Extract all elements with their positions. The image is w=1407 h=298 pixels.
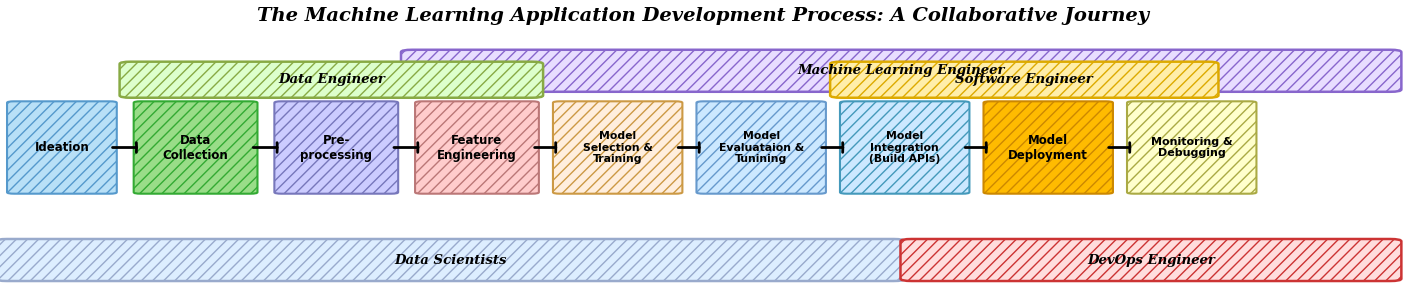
FancyBboxPatch shape <box>415 101 539 194</box>
Text: Model
Integration
(Build APIs): Model Integration (Build APIs) <box>870 131 940 164</box>
Text: Pre-
processing: Pre- processing <box>300 134 373 162</box>
Text: Data Engineer: Data Engineer <box>279 73 384 86</box>
FancyBboxPatch shape <box>696 101 826 194</box>
Text: Model
Deployment: Model Deployment <box>1009 134 1088 162</box>
FancyBboxPatch shape <box>274 101 398 194</box>
FancyBboxPatch shape <box>120 62 543 98</box>
Text: Data
Collection: Data Collection <box>163 134 228 162</box>
Text: DevOps Engineer: DevOps Engineer <box>1088 254 1214 266</box>
FancyBboxPatch shape <box>900 239 1401 281</box>
Text: Model
Selection &
Training: Model Selection & Training <box>582 131 653 164</box>
FancyBboxPatch shape <box>0 239 905 281</box>
Text: Feature
Engineering: Feature Engineering <box>438 134 516 162</box>
FancyBboxPatch shape <box>7 101 117 194</box>
Text: The Machine Learning Application Development Process: A Collaborative Journey: The Machine Learning Application Develop… <box>257 7 1150 25</box>
FancyBboxPatch shape <box>134 101 257 194</box>
Text: Software Engineer: Software Engineer <box>955 73 1093 86</box>
Text: Data Scientists: Data Scientists <box>394 254 507 266</box>
FancyBboxPatch shape <box>553 101 682 194</box>
FancyBboxPatch shape <box>840 101 969 194</box>
Text: Ideation: Ideation <box>35 141 89 154</box>
Text: Machine Learning Engineer: Machine Learning Engineer <box>798 64 1005 77</box>
Text: Monitoring &
Debugging: Monitoring & Debugging <box>1151 137 1233 158</box>
FancyBboxPatch shape <box>401 50 1401 92</box>
FancyBboxPatch shape <box>830 62 1218 98</box>
FancyBboxPatch shape <box>983 101 1113 194</box>
Text: Model
Evaluataion &
Tunining: Model Evaluataion & Tunining <box>719 131 803 164</box>
FancyBboxPatch shape <box>1127 101 1256 194</box>
